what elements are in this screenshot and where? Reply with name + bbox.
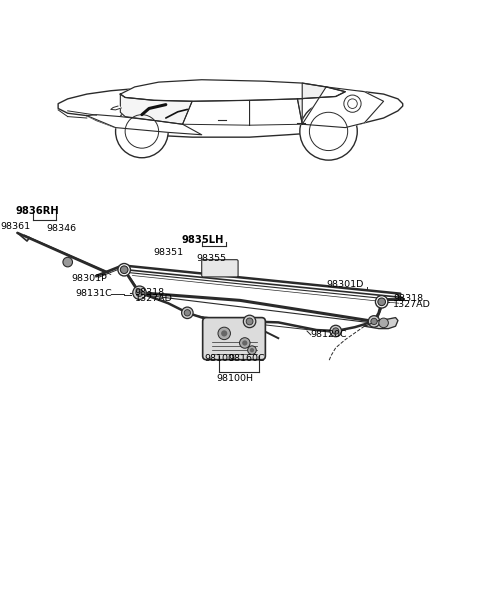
Polygon shape <box>298 83 345 124</box>
Circle shape <box>333 328 339 334</box>
Circle shape <box>120 266 128 274</box>
Text: 98120C: 98120C <box>311 330 348 339</box>
Circle shape <box>246 318 253 325</box>
Polygon shape <box>58 84 403 137</box>
Circle shape <box>368 316 380 327</box>
Circle shape <box>250 348 254 352</box>
Text: 98346: 98346 <box>46 224 76 233</box>
Polygon shape <box>120 80 345 101</box>
Text: 1327AD: 1327AD <box>135 294 173 303</box>
Circle shape <box>133 286 146 299</box>
FancyBboxPatch shape <box>203 318 265 360</box>
Polygon shape <box>87 115 202 135</box>
Circle shape <box>344 95 361 112</box>
Circle shape <box>63 257 72 267</box>
Polygon shape <box>364 318 398 328</box>
Text: 98100: 98100 <box>204 354 234 364</box>
Circle shape <box>300 103 357 160</box>
Circle shape <box>379 318 388 328</box>
Text: 98100H: 98100H <box>216 374 254 383</box>
Circle shape <box>118 264 131 276</box>
FancyBboxPatch shape <box>202 259 238 277</box>
Text: 1327AD: 1327AD <box>393 300 431 309</box>
Circle shape <box>184 309 191 316</box>
Polygon shape <box>111 106 121 110</box>
Text: 98351: 98351 <box>153 248 183 256</box>
Text: 9836RH: 9836RH <box>15 206 59 217</box>
Circle shape <box>240 338 250 348</box>
Polygon shape <box>302 87 384 127</box>
Circle shape <box>378 298 385 306</box>
Circle shape <box>116 105 168 158</box>
Polygon shape <box>250 99 302 125</box>
Text: 98318: 98318 <box>135 288 165 298</box>
Text: 98301P: 98301P <box>72 274 108 283</box>
Circle shape <box>221 330 228 337</box>
Circle shape <box>242 340 247 346</box>
Text: 98131C: 98131C <box>75 289 112 298</box>
Text: 98355: 98355 <box>196 253 226 263</box>
Circle shape <box>136 289 143 296</box>
Circle shape <box>248 346 256 355</box>
Text: 98361: 98361 <box>0 222 31 231</box>
Circle shape <box>218 327 230 340</box>
Text: 98301D: 98301D <box>326 280 363 289</box>
Text: 98318: 98318 <box>393 295 423 303</box>
Text: 98160C: 98160C <box>228 354 265 364</box>
Circle shape <box>243 315 256 328</box>
Polygon shape <box>182 101 250 125</box>
Circle shape <box>181 307 193 318</box>
Circle shape <box>330 325 341 337</box>
Circle shape <box>371 318 377 325</box>
Text: 9835LH: 9835LH <box>181 235 224 245</box>
Circle shape <box>375 296 388 308</box>
Polygon shape <box>120 94 192 124</box>
